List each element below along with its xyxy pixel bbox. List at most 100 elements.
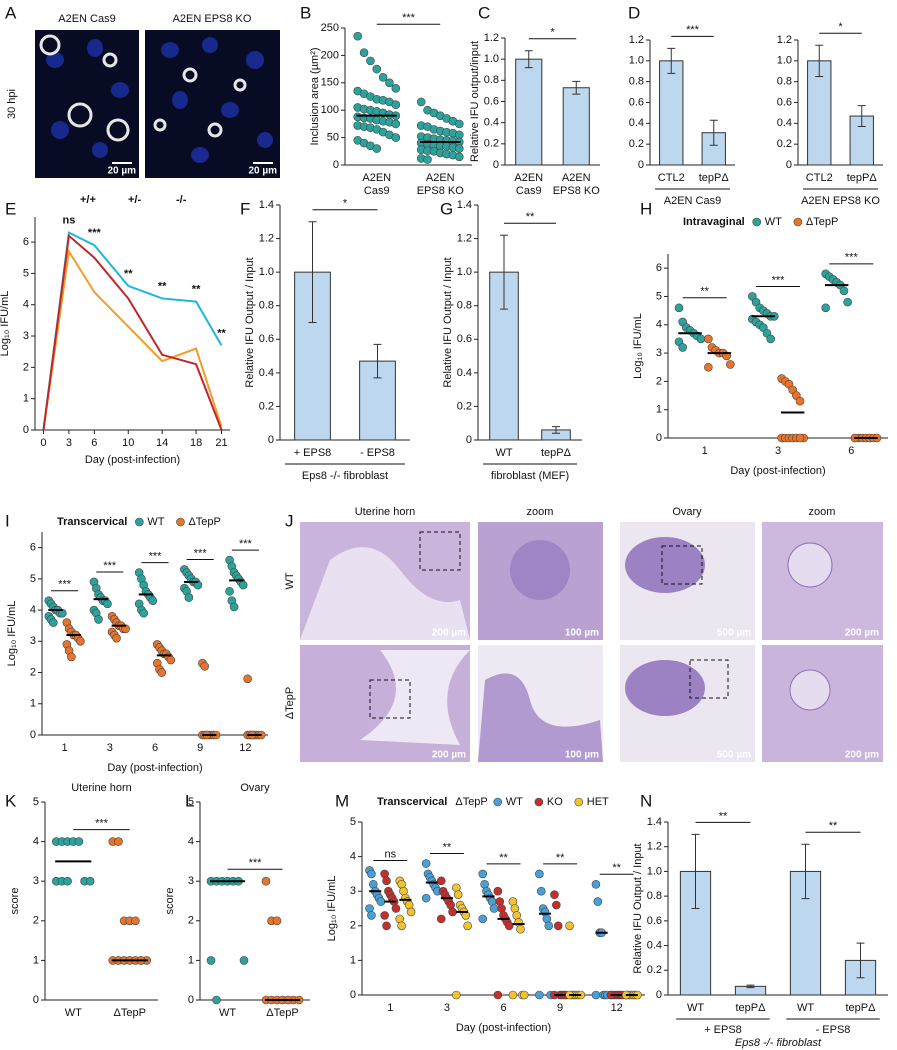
significance: *** bbox=[845, 252, 859, 264]
y-tick-label: 0.2 bbox=[259, 400, 274, 412]
y-tick-label: 4 bbox=[33, 836, 39, 848]
y-tick-label: 1 bbox=[656, 404, 662, 416]
point bbox=[454, 144, 464, 153]
point bbox=[139, 608, 148, 618]
chart-title: Transcervical bbox=[377, 796, 447, 808]
x-axis-label: Day (post-infection) bbox=[85, 454, 180, 466]
point bbox=[493, 990, 503, 1000]
chart-title: Transcervical bbox=[57, 516, 127, 528]
panel-letter: H bbox=[640, 199, 652, 218]
significance: ** bbox=[217, 327, 226, 339]
x-axis-label: A2EN EPS8 KO bbox=[801, 195, 880, 207]
y-tick-label: 6 bbox=[656, 262, 662, 274]
x-tick-label: WT bbox=[495, 447, 512, 459]
point bbox=[535, 869, 544, 879]
scale-label: 20 µm bbox=[107, 166, 136, 177]
point bbox=[535, 990, 544, 1000]
y-axis-label: Log₁₀ IFU/mL bbox=[632, 313, 644, 379]
scale-label: 500 µm bbox=[717, 750, 751, 761]
y-tick-label: 0.8 bbox=[259, 300, 274, 312]
y-tick-label: 0 bbox=[188, 994, 194, 1006]
y-tick-label: 4 bbox=[656, 319, 662, 331]
point bbox=[391, 133, 401, 142]
x-tick-label: WT bbox=[219, 1007, 236, 1019]
point bbox=[385, 78, 394, 88]
point bbox=[452, 990, 461, 1000]
y-tick-label: 0 bbox=[33, 994, 39, 1006]
significance: *** bbox=[58, 579, 72, 591]
y-tick-label: 0 bbox=[638, 159, 644, 171]
significance: ** bbox=[700, 286, 709, 298]
significance: ns bbox=[62, 215, 75, 227]
scale-bar bbox=[253, 162, 273, 164]
point bbox=[391, 119, 401, 129]
point bbox=[239, 956, 249, 965]
y-tick-label: 0.4 bbox=[259, 367, 274, 379]
x-tick-label: ΔTepP bbox=[266, 1007, 298, 1019]
y-tick-label: 0.8 bbox=[484, 74, 499, 86]
legend-marker bbox=[493, 797, 503, 807]
x-tick-label: + EPS8 bbox=[294, 447, 332, 459]
group-label: + EPS8 bbox=[704, 1024, 742, 1036]
point bbox=[376, 897, 386, 906]
point bbox=[382, 921, 391, 931]
legend-label: ΔTepP bbox=[188, 516, 220, 528]
y-tick-label: 0.6 bbox=[259, 333, 274, 345]
column-title: Uterine horn bbox=[355, 506, 416, 518]
y-tick-label: 5 bbox=[188, 796, 194, 808]
significance: *** bbox=[103, 560, 117, 572]
point bbox=[519, 990, 529, 1000]
time-label: 30 hpi bbox=[6, 89, 18, 119]
scale-bar bbox=[112, 162, 132, 164]
point bbox=[436, 876, 446, 886]
y-tick-label: 150 bbox=[321, 77, 339, 89]
x-tick-label: 6 bbox=[848, 445, 854, 457]
x-tick-label: WT bbox=[797, 1002, 814, 1014]
point bbox=[544, 921, 554, 931]
point bbox=[85, 876, 95, 886]
x-tick-label: A2EN bbox=[426, 172, 455, 184]
significance: ** bbox=[612, 862, 621, 874]
point bbox=[454, 152, 464, 162]
y-axis-label: score bbox=[9, 888, 21, 915]
error-bar bbox=[572, 80, 581, 95]
legend-marker bbox=[793, 217, 803, 227]
chart-title: Uterine horn bbox=[71, 782, 132, 794]
significance: *** bbox=[686, 24, 700, 36]
point bbox=[372, 144, 382, 153]
error-bar bbox=[373, 343, 382, 379]
y-tick-label: 3 bbox=[33, 875, 39, 887]
point bbox=[212, 995, 221, 1005]
significance: *** bbox=[772, 274, 786, 286]
point bbox=[48, 618, 58, 627]
y-tick-label: 5 bbox=[33, 796, 39, 808]
y-tick-label: 0.4 bbox=[647, 939, 662, 951]
x-tick-label: tepPΔ bbox=[847, 172, 878, 184]
point bbox=[448, 907, 457, 917]
error-bar bbox=[552, 426, 560, 434]
point bbox=[552, 900, 561, 910]
bar bbox=[562, 87, 590, 166]
point bbox=[423, 155, 432, 164]
y-tick-label: 1.2 bbox=[457, 232, 472, 244]
x-tick-label: 6 bbox=[152, 742, 158, 754]
point bbox=[272, 916, 282, 926]
y-tick-label: 0 bbox=[656, 989, 662, 1001]
x-tick-label: 18 bbox=[190, 437, 202, 449]
y-tick-label: 0.2 bbox=[777, 138, 792, 150]
significance: ** bbox=[192, 283, 201, 295]
point bbox=[112, 633, 121, 643]
legend-marker bbox=[534, 797, 544, 807]
y-tick-label: 5 bbox=[30, 573, 36, 585]
point bbox=[454, 119, 464, 129]
y-tick-label: 1.0 bbox=[457, 266, 472, 278]
panel-letter: K bbox=[5, 791, 17, 810]
y-tick-label: 0.2 bbox=[647, 964, 662, 976]
point bbox=[591, 879, 601, 889]
point bbox=[453, 890, 463, 899]
y-tick-label: 0 bbox=[656, 432, 662, 444]
significance: * bbox=[343, 198, 348, 210]
significance: ns bbox=[384, 848, 396, 860]
point bbox=[166, 655, 176, 665]
y-tick-label: 0 bbox=[30, 729, 36, 741]
